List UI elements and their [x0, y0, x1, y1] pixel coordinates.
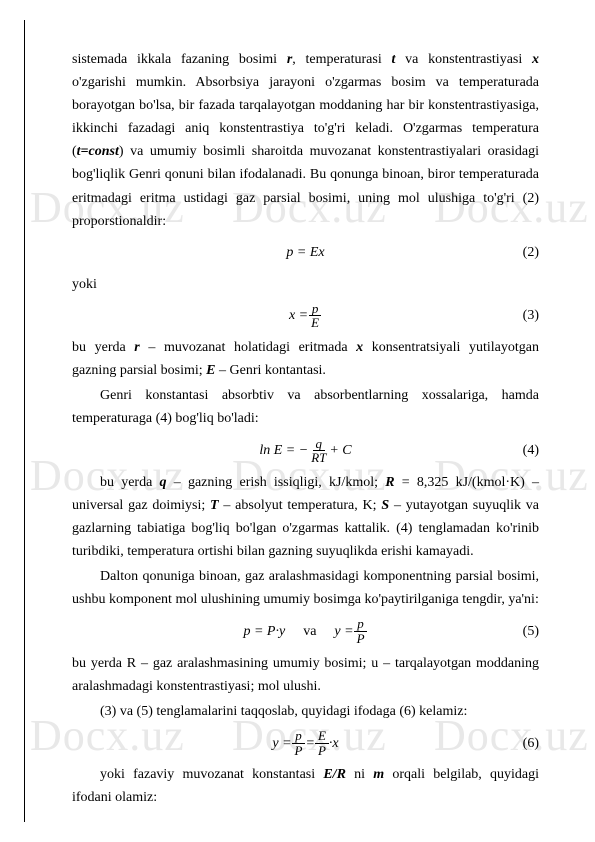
- eq3-number: (3): [523, 304, 539, 327]
- eq5-rden: P: [354, 632, 368, 646]
- sym-S: S: [381, 498, 389, 513]
- eq6-f1d: P: [292, 744, 306, 758]
- eq6-frac1: p P: [292, 729, 306, 757]
- sym-tconst: t=const: [77, 144, 119, 159]
- p2a: bu yerda: [72, 340, 134, 355]
- yoki-1: yoki: [72, 273, 539, 296]
- sym-t: t: [392, 52, 396, 67]
- page-content: sistemada ikkala fazaning bosimi r, temp…: [72, 48, 539, 809]
- eq4-pre: ln E = −: [259, 439, 308, 462]
- eq5-number: (5): [523, 620, 539, 643]
- p4b: – gazning erish issiqligi, kJ/kmol;: [167, 475, 386, 490]
- sym-T: T: [210, 498, 219, 513]
- p8a: yoki fazaviy muvozanat konstantasi: [100, 767, 323, 782]
- paragraph-2: bu yerda r – muvozanat holatidagi eritma…: [72, 336, 539, 382]
- eq3-lhs: x =: [289, 304, 308, 327]
- eq2-body: p = Ex: [286, 241, 324, 264]
- eq6-lhs: y =: [272, 732, 291, 755]
- equation-6: y = p P = E P ·x (6): [72, 729, 539, 757]
- eq5-frac: p P: [354, 617, 368, 645]
- sym-E: E: [206, 363, 215, 378]
- equation-3: x = p E (3): [72, 302, 539, 330]
- eq4-frac: q RT: [308, 437, 329, 465]
- p1-text: sistemada ikkala fazaning bosimi r, temp…: [72, 52, 539, 229]
- sym-R: R: [385, 475, 394, 490]
- paragraph-8: yoki fazaviy muvozanat konstantasi E/R n…: [72, 763, 539, 809]
- eq4-num: q: [313, 437, 326, 452]
- eq3-den: E: [308, 316, 322, 330]
- eq6-f2n: E: [315, 729, 329, 744]
- p4d: – absolyut temperatura, K;: [219, 498, 382, 513]
- sym-q: q: [160, 475, 167, 490]
- paragraph-4: bu yerda q – gazning erish issiqligi, kJ…: [72, 471, 539, 563]
- p4a: bu yerda: [100, 475, 160, 490]
- paragraph-5: Dalton qonuniga binoan, gaz aralashmasid…: [72, 565, 539, 611]
- eq6-f1n: p: [292, 729, 305, 744]
- eq6-f2d: P: [315, 744, 329, 758]
- paragraph-7: (3) va (5) tenglamalarini taqqoslab, quy…: [72, 700, 539, 723]
- sym-ER: E/R: [323, 767, 346, 782]
- sym-r: r: [287, 52, 292, 67]
- eq6-number: (6): [523, 732, 539, 755]
- eq4-post: + C: [329, 439, 351, 462]
- paragraph-6: bu yerda R – gaz aralashmasining umumiy …: [72, 652, 539, 698]
- eq3-num: p: [309, 302, 322, 317]
- equation-4: ln E = − q RT + C (4): [72, 437, 539, 465]
- equation-5: p = P·y va y = p P (5): [72, 617, 539, 645]
- eq2-number: (2): [523, 241, 539, 264]
- sym-m: m: [373, 767, 384, 782]
- left-margin-rule: [24, 20, 25, 822]
- eq5-right-lhs: y =: [334, 620, 353, 643]
- sym-x: x: [532, 52, 539, 67]
- eq4-den: RT: [308, 451, 329, 465]
- p2d: – Genri kontantasi.: [216, 363, 326, 378]
- equation-2: p = Ex (2): [72, 239, 539, 267]
- eq3-frac: p E: [308, 302, 322, 330]
- eq5-left: p = P·y: [243, 620, 285, 643]
- eq6-frac2: E P: [315, 729, 329, 757]
- eq5-va: va: [303, 620, 316, 643]
- eq5-rnum: p: [354, 617, 367, 632]
- paragraph-3: Genri konstantasi absorbtiv va absorbent…: [72, 384, 539, 430]
- eq4-number: (4): [523, 439, 539, 462]
- paragraph-1: sistemada ikkala fazaning bosimi r, temp…: [72, 48, 539, 233]
- eq6-post: ·x: [329, 732, 339, 755]
- p2b: – muvozanat holatidagi eritmada: [140, 340, 356, 355]
- p8b: ni: [346, 767, 373, 782]
- eq6-mid: =: [306, 732, 315, 755]
